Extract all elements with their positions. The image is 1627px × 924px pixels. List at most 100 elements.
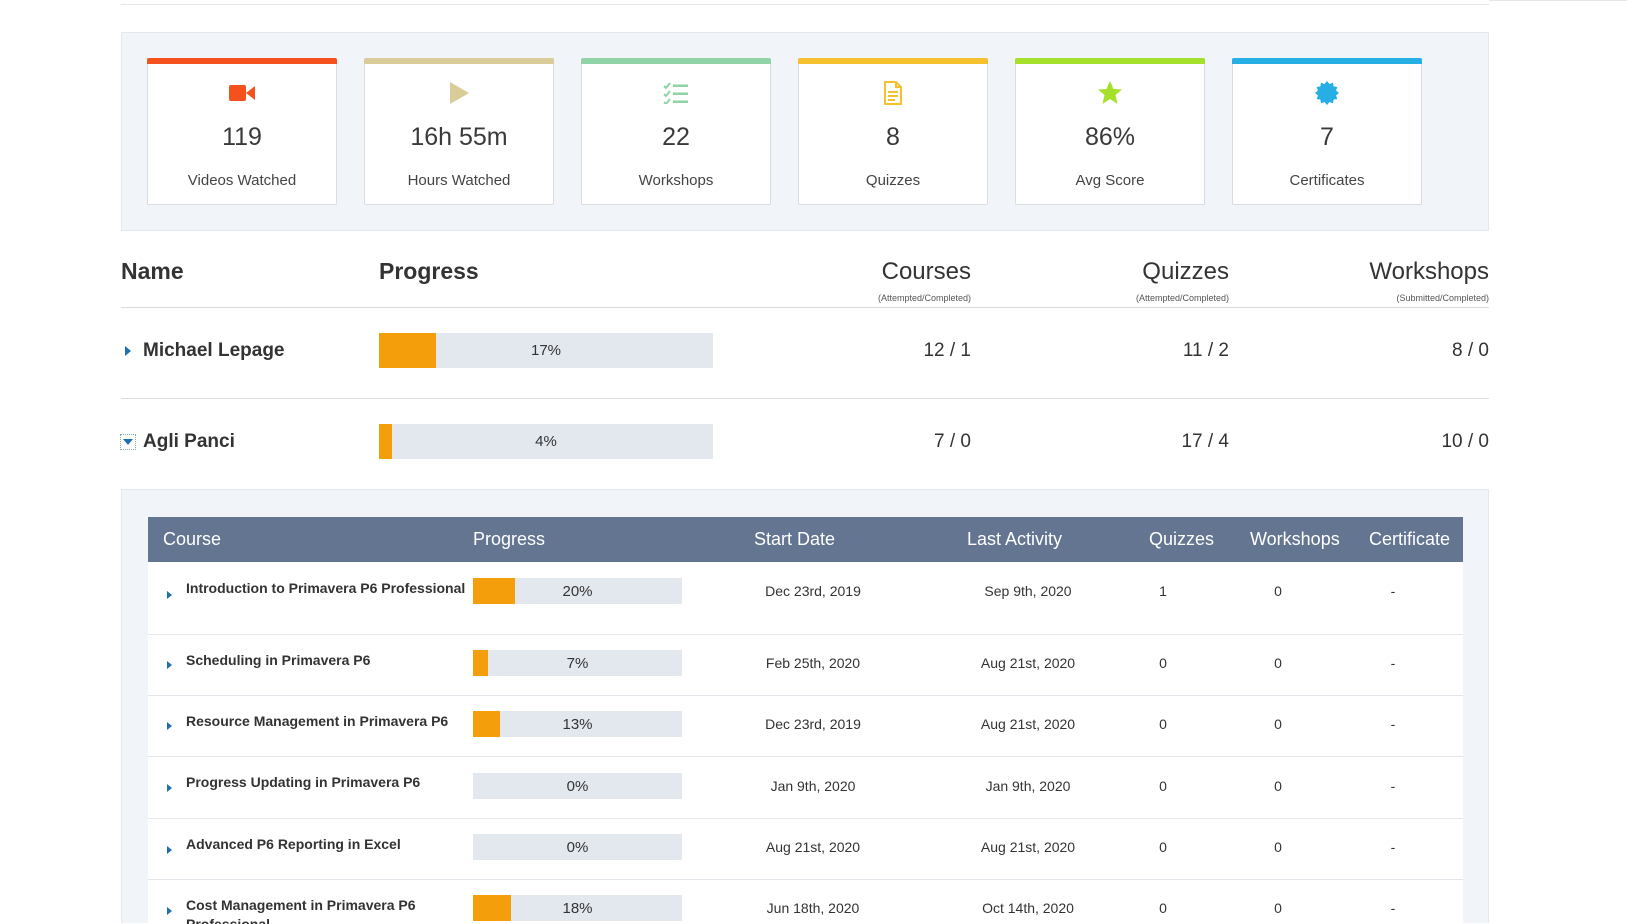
document-icon <box>799 79 987 107</box>
top-divider-right <box>1489 0 1627 1</box>
column-header-courses: Courses <box>881 258 971 285</box>
user-row[interactable]: Michael Lepage 17% 12 / 1 11 / 2 8 / 0 <box>121 322 1489 382</box>
video-camera-icon <box>148 79 336 107</box>
course-name[interactable]: Introduction to Primavera P6 Professiona… <box>186 580 466 596</box>
caret-right-icon[interactable] <box>164 721 174 731</box>
start-date: Jun 18th, 2020 <box>766 900 860 916</box>
course-progress-bar: 18% <box>473 895 682 921</box>
course-table-header: Course Progress Start Date Last Activity… <box>148 517 1463 562</box>
stat-accent-bar <box>364 58 554 64</box>
course-row[interactable]: Scheduling in Primavera P6 7% Feb 25th, … <box>148 635 1463 696</box>
course-row[interactable]: Introduction to Primavera P6 Professiona… <box>148 562 1463 635</box>
last-activity: Aug 21st, 2020 <box>980 655 1076 671</box>
stat-card-avg-score: 86% Avg Score <box>1015 58 1205 205</box>
user-row[interactable]: Agli Panci 4% 7 / 0 17 / 4 10 / 0 <box>120 413 1489 473</box>
stat-card-quizzes: 8 Quizzes <box>798 58 988 205</box>
column-header-quizzes: Quizzes <box>1149 529 1215 549</box>
stat-value: 86% <box>1084 123 1136 151</box>
stat-accent-bar <box>1015 58 1205 64</box>
certificate-badge-icon <box>1233 79 1421 107</box>
star-icon <box>1016 79 1204 107</box>
stat-value: 8 <box>886 123 900 151</box>
workshops-count: 0 <box>1274 900 1282 916</box>
caret-right-icon[interactable] <box>164 783 174 793</box>
course-name[interactable]: Resource Management in Primavera P6 <box>186 713 449 729</box>
course-name[interactable]: Scheduling in Primavera P6 <box>186 652 371 668</box>
stat-label: Avg Score <box>1075 172 1145 189</box>
user-progress-bar: 17% <box>379 333 713 368</box>
course-name[interactable]: Progress Updating in Primavera P6 <box>186 774 421 790</box>
checklist-icon <box>582 79 770 107</box>
certificate-status: - <box>1390 778 1396 794</box>
certificate-status: - <box>1390 900 1396 916</box>
course-progress-bar: 20% <box>473 578 682 604</box>
course-name[interactable]: Cost Management in Primavera P6 Professi… <box>186 897 416 924</box>
user-progress-bar: 4% <box>379 424 713 459</box>
stat-value: 7 <box>1320 123 1334 151</box>
last-activity: Sep 9th, 2020 <box>984 583 1072 599</box>
column-subheader-workshops: (Submitted/Completed) <box>1396 293 1489 303</box>
start-date: Dec 23rd, 2019 <box>765 583 861 599</box>
stat-card-videos: 119 Videos Watched <box>147 58 337 205</box>
progress-text: 20% <box>562 582 593 600</box>
stat-label: Certificates <box>1289 172 1365 189</box>
column-subheader-courses: (Attempted/Completed) <box>877 293 971 303</box>
caret-right-icon[interactable] <box>164 660 174 670</box>
start-date: Dec 23rd, 2019 <box>765 716 861 732</box>
progress-text: 7% <box>566 654 589 672</box>
stat-value: 22 <box>662 123 690 151</box>
stat-accent-bar <box>798 58 988 64</box>
column-header-course: Course <box>163 529 222 549</box>
progress-fill <box>473 895 511 921</box>
stat-card-hours: 16h 55m Hours Watched <box>364 58 554 205</box>
course-row[interactable]: Cost Management in Primavera P6 Professi… <box>148 880 1463 924</box>
column-header-start-date: Start Date <box>754 529 836 549</box>
progress-text: 18% <box>562 899 593 917</box>
stat-label: Hours Watched <box>407 172 511 189</box>
last-activity: Oct 14th, 2020 <box>982 900 1074 916</box>
caret-down-icon[interactable] <box>120 434 136 450</box>
column-header-workshops: Workshops <box>1369 258 1489 285</box>
row-divider <box>121 398 1489 399</box>
start-date: Aug 21st, 2020 <box>765 839 861 855</box>
stat-card-workshops: 22 Workshops <box>581 58 771 205</box>
course-name[interactable]: Advanced P6 Reporting in Excel <box>186 836 401 852</box>
workshops-count: 0 <box>1274 716 1282 732</box>
user-quizzes: 17 / 4 <box>1181 431 1229 452</box>
user-workshops: 10 / 0 <box>1441 431 1489 452</box>
play-icon <box>365 79 553 107</box>
caret-right-icon[interactable] <box>164 590 174 600</box>
column-header-quizzes: Quizzes <box>1142 258 1229 285</box>
progress-fill <box>379 333 436 368</box>
course-row[interactable]: Progress Updating in Primavera P6 0% Jan… <box>148 757 1463 819</box>
quizzes-count: 0 <box>1159 900 1167 916</box>
stat-value: 16h 55m <box>410 123 508 151</box>
caret-right-icon[interactable] <box>164 845 174 855</box>
column-header-progress: Progress <box>473 529 546 549</box>
column-header-certificate: Certificate <box>1369 529 1451 549</box>
course-row[interactable]: Resource Management in Primavera P6 13% … <box>148 696 1463 757</box>
workshops-count: 0 <box>1274 839 1282 855</box>
progress-fill <box>473 650 488 676</box>
user-detail-panel: Course Progress Start Date Last Activity… <box>121 489 1489 924</box>
workshops-count: 0 <box>1274 778 1282 794</box>
certificate-status: - <box>1390 655 1396 671</box>
progress-text: 0% <box>566 838 589 856</box>
course-progress-bar: 0% <box>473 834 682 860</box>
start-date: Feb 25th, 2020 <box>765 655 861 671</box>
certificate-status: - <box>1390 583 1396 599</box>
progress-fill <box>473 711 501 737</box>
course-row[interactable]: Advanced P6 Reporting in Excel 0% Aug 21… <box>148 819 1463 880</box>
quizzes-count: 0 <box>1159 655 1167 671</box>
user-name[interactable]: Michael Lepage <box>143 340 285 361</box>
stats-panel: 119 Videos Watched 16h 55m Hours Watched… <box>121 32 1489 231</box>
header-divider <box>121 307 1489 308</box>
column-header-last-activity: Last Activity <box>967 529 1063 549</box>
user-workshops: 8 / 0 <box>1452 340 1489 361</box>
caret-right-icon[interactable] <box>164 906 174 916</box>
user-courses: 7 / 0 <box>934 431 971 452</box>
progress-fill <box>379 424 393 459</box>
column-subheader-quizzes: (Attempted/Completed) <box>1135 293 1229 303</box>
user-name[interactable]: Agli Panci <box>143 431 235 452</box>
caret-right-icon[interactable] <box>121 344 135 358</box>
